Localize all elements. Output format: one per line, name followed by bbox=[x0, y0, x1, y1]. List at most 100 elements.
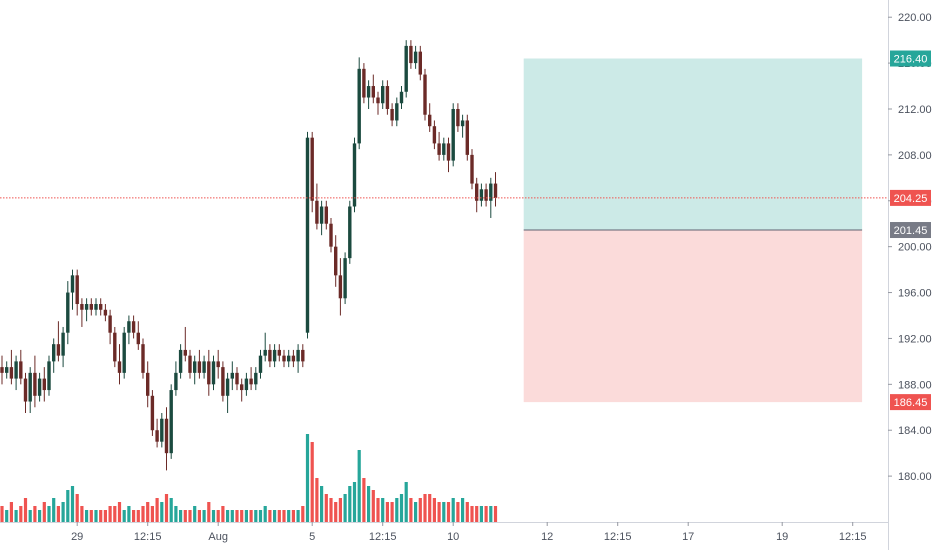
volume-bar bbox=[367, 486, 371, 522]
candle-body bbox=[70, 275, 75, 293]
candle bbox=[413, 45, 418, 69]
volume-bar bbox=[75, 494, 79, 522]
loss-zone bbox=[523, 230, 863, 403]
candle-body bbox=[160, 418, 164, 442]
candle-body bbox=[460, 120, 465, 127]
candle bbox=[28, 367, 32, 414]
volume-bar bbox=[315, 478, 319, 522]
volume-bar bbox=[352, 482, 357, 522]
candle-body bbox=[249, 378, 253, 385]
candle-body bbox=[334, 246, 338, 276]
candle-body bbox=[390, 108, 394, 121]
volume-bar bbox=[484, 506, 488, 522]
candle bbox=[258, 349, 263, 379]
volume-bar bbox=[141, 506, 145, 522]
volume-bar bbox=[80, 506, 84, 522]
volume-bar bbox=[94, 510, 98, 522]
candle bbox=[183, 326, 187, 362]
candle bbox=[160, 413, 164, 448]
price-tick-label: 220.00 bbox=[898, 12, 932, 24]
candle-body bbox=[301, 349, 305, 362]
candle bbox=[249, 367, 253, 391]
volume-bar bbox=[395, 498, 399, 522]
time-tick-label: Aug bbox=[208, 531, 228, 543]
candle bbox=[428, 103, 432, 132]
candle bbox=[338, 258, 343, 316]
candle-body bbox=[470, 154, 474, 184]
candle bbox=[296, 344, 300, 373]
volume-bar bbox=[164, 494, 169, 522]
candle-body bbox=[352, 143, 357, 207]
candle bbox=[399, 86, 404, 109]
candle bbox=[263, 332, 267, 362]
volume-bar bbox=[273, 510, 277, 522]
candle-body bbox=[230, 372, 234, 379]
candle bbox=[376, 91, 380, 115]
volume-bar bbox=[240, 510, 244, 522]
volume-bars bbox=[0, 434, 498, 522]
candle-body bbox=[399, 91, 404, 104]
stop-price-tag-label: 186.45 bbox=[894, 397, 928, 409]
candle-body bbox=[305, 137, 310, 333]
volume-bar bbox=[160, 502, 164, 522]
volume-bar bbox=[136, 510, 140, 522]
candle bbox=[254, 367, 258, 391]
volume-bar bbox=[334, 502, 338, 522]
candle bbox=[348, 200, 352, 264]
candle-body bbox=[193, 361, 197, 373]
volume-bar bbox=[428, 494, 432, 522]
long-position-tool[interactable] bbox=[523, 58, 863, 403]
candle-body bbox=[150, 395, 155, 431]
time-tick-label: 12:15 bbox=[839, 531, 867, 543]
candle bbox=[70, 269, 75, 310]
volume-bar bbox=[418, 498, 422, 522]
volume-bar bbox=[385, 502, 389, 522]
last-price-tag: 204.25 bbox=[890, 189, 931, 206]
volume-bar bbox=[329, 498, 333, 522]
candle-body bbox=[61, 332, 65, 356]
volume-bar bbox=[437, 502, 441, 522]
candle bbox=[240, 378, 244, 402]
candle bbox=[178, 344, 183, 379]
candle bbox=[334, 235, 338, 287]
candle-body bbox=[19, 361, 23, 379]
volume-bar bbox=[371, 490, 375, 522]
candle-body bbox=[362, 68, 366, 98]
candle bbox=[301, 344, 305, 368]
volume-bar bbox=[179, 510, 183, 522]
volume-bar bbox=[155, 498, 159, 522]
candle bbox=[442, 137, 446, 161]
candle-body bbox=[432, 126, 437, 144]
entry-price-tag-bg bbox=[890, 222, 931, 239]
candle bbox=[117, 344, 122, 385]
candle bbox=[42, 367, 46, 402]
candle bbox=[197, 349, 202, 379]
price-tick-label: 192.00 bbox=[898, 333, 932, 345]
volume-bar bbox=[108, 506, 112, 522]
volume-bar bbox=[254, 510, 258, 522]
candle-body bbox=[216, 361, 220, 368]
volume-bar bbox=[42, 502, 46, 522]
candle bbox=[277, 344, 281, 362]
volume-bar bbox=[9, 502, 13, 522]
candle bbox=[418, 45, 422, 81]
volume-bar bbox=[122, 510, 126, 522]
stop-price-tag-bg bbox=[890, 394, 931, 411]
volume-bar bbox=[216, 510, 220, 522]
candle bbox=[437, 131, 441, 161]
volume-bar bbox=[475, 506, 479, 522]
candle-body bbox=[202, 361, 206, 373]
candle-body bbox=[225, 378, 230, 396]
candle-body bbox=[207, 361, 211, 385]
candle bbox=[329, 217, 333, 253]
candle bbox=[66, 281, 70, 345]
candle bbox=[0, 355, 4, 385]
candle bbox=[409, 40, 413, 69]
candle-body bbox=[14, 361, 18, 379]
target-price-tag-label: 216.40 bbox=[894, 54, 928, 66]
candle bbox=[150, 390, 155, 436]
candle bbox=[287, 349, 291, 368]
candle-body bbox=[240, 384, 244, 391]
